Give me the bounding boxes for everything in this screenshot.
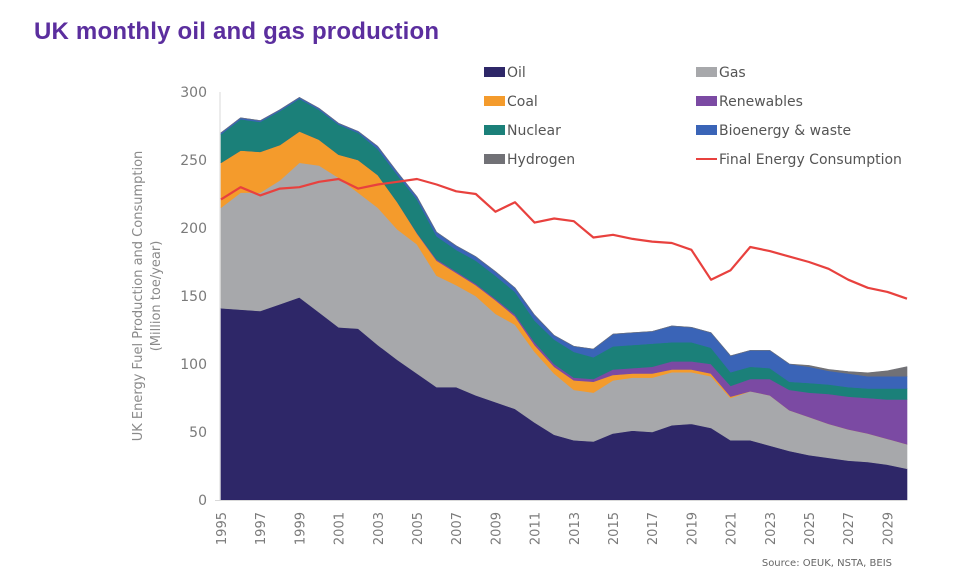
legend-swatch: [696, 67, 717, 77]
legend-label: Hydrogen: [507, 152, 575, 168]
legend-swatch: [484, 125, 505, 135]
x-tick-label: 2021: [725, 512, 740, 545]
legend-label: Renewables: [719, 94, 803, 110]
legend-item-hydrogen: Hydrogen: [484, 152, 575, 168]
legend-label: Coal: [507, 94, 538, 110]
page-title: UK monthly oil and gas production: [34, 18, 440, 45]
y-axis-label: UK Energy Fuel Production and Consumptio…: [131, 151, 146, 442]
area-hydrogen: [220, 97, 908, 377]
line-final-energy-consumption: [220, 177, 908, 300]
legend-label: Oil: [507, 65, 526, 81]
y-ticks: 0 50 100 150 200 250 300: [180, 85, 207, 509]
y-tick-label: 50: [189, 425, 207, 441]
legend-swatch: [484, 67, 505, 77]
y-tick-label: 250: [180, 153, 207, 169]
legend-label: Final Energy Consumption: [719, 152, 902, 168]
x-tick-label: 2023: [764, 512, 779, 545]
legend-label: Gas: [719, 65, 746, 81]
x-tick-label: 2005: [411, 512, 426, 545]
axes: [215, 92, 907, 501]
x-tick-label: 2025: [803, 512, 818, 545]
x-tick-label: 2027: [842, 512, 857, 545]
legend-item-renewables: Renewables: [696, 94, 803, 110]
y-tick-label: 0: [198, 493, 207, 509]
y-tick-label: 150: [180, 289, 207, 305]
legend-swatch: [696, 125, 717, 135]
x-tick-label: 1999: [293, 512, 308, 545]
x-tick-label: 1995: [215, 512, 230, 545]
y-axis-label-units: (Million toe/year): [149, 241, 164, 352]
x-tick-label: 1997: [254, 512, 269, 545]
legend-swatch: [484, 154, 505, 164]
x-tick-label: 2011: [529, 512, 544, 545]
legend-item-final-energy-consumption: Final Energy Consumption: [696, 152, 902, 168]
x-tick-label: 2001: [333, 512, 348, 545]
legend-item-coal: Coal: [484, 94, 538, 110]
legend-swatch: [484, 96, 505, 106]
y-tick-label: 200: [180, 221, 207, 237]
x-tick-label: 2009: [489, 512, 504, 545]
legend-item-oil: Oil: [484, 65, 526, 81]
legend-item-nuclear: Nuclear: [484, 123, 561, 139]
legend-item-gas: Gas: [696, 65, 746, 81]
legend-label: Nuclear: [507, 123, 561, 139]
x-tick-label: 2013: [568, 512, 583, 545]
x-ticks: 1995 1997 1999 2001 2003 2005 2007 2009 2011 2013…: [215, 512, 896, 545]
source-note: Source: OEUK, NSTA, BEIS: [762, 558, 892, 569]
y-tick-label: 100: [180, 357, 207, 373]
x-tick-label: 2019: [685, 512, 700, 545]
x-tick-label: 2007: [450, 512, 465, 545]
x-tick-label: 2015: [607, 512, 622, 545]
stacked-areas: [220, 97, 908, 501]
x-tick-label: 2003: [372, 512, 387, 545]
line-series: [220, 177, 908, 300]
legend-label: Bioenergy & waste: [719, 123, 851, 139]
x-tick-label: 2017: [646, 512, 661, 545]
legend-item-bioenergy-and-waste: Bioenergy & waste: [696, 123, 851, 139]
legend-swatch: [696, 96, 717, 106]
x-tick-label: 2029: [881, 512, 896, 545]
legend: Oil Gas Coal Renewables Nuclear Bioenergy & w…: [484, 65, 902, 168]
y-tick-label: 300: [180, 85, 207, 101]
y-axis-label-group: UK Energy Fuel Production and Consumptio…: [131, 151, 164, 442]
